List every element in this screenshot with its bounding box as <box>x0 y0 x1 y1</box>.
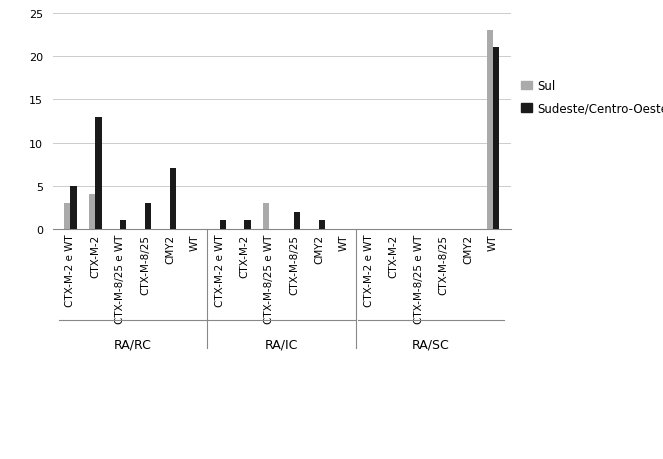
Bar <box>95 118 101 230</box>
Text: RA/SC: RA/SC <box>412 337 450 350</box>
Bar <box>245 221 251 230</box>
Bar <box>263 204 269 230</box>
Bar <box>219 221 226 230</box>
Bar <box>493 48 499 230</box>
Bar <box>89 195 95 230</box>
Legend: Sul, Sudeste/Centro-Oeste: Sul, Sudeste/Centro-Oeste <box>521 80 663 115</box>
Bar <box>70 186 77 230</box>
Bar <box>170 169 176 230</box>
Bar <box>294 212 300 230</box>
Bar <box>64 204 70 230</box>
Bar <box>319 221 326 230</box>
Bar <box>145 204 151 230</box>
Text: RA/RC: RA/RC <box>113 337 152 350</box>
Bar <box>120 221 127 230</box>
Text: RA/IC: RA/IC <box>265 337 298 350</box>
Bar <box>487 31 493 230</box>
